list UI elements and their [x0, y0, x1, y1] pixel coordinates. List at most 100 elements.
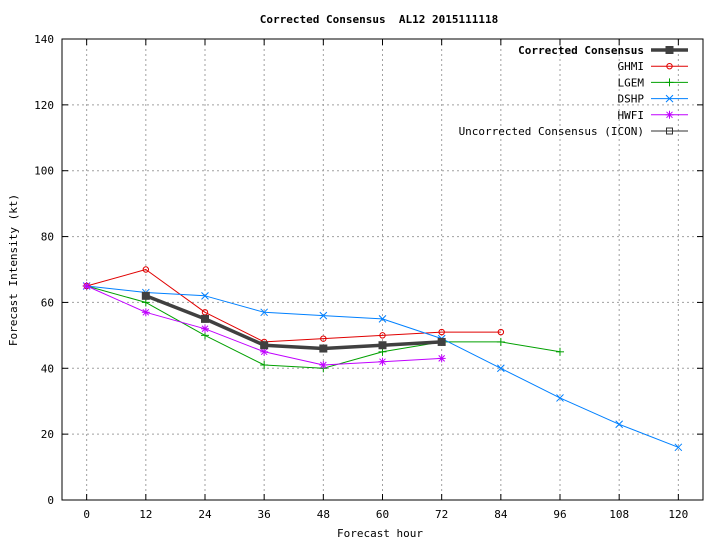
x-tick-label: 60 [376, 508, 389, 521]
x-tick-label: 36 [258, 508, 271, 521]
data-point [141, 291, 150, 300]
series-ghmi [83, 266, 505, 346]
data-point [260, 308, 269, 317]
data-point [378, 315, 387, 323]
series-corrected-consensus [141, 291, 446, 353]
y-tick-label: 100 [34, 165, 54, 178]
star-marker-b [379, 358, 386, 366]
y-tick-label: 120 [34, 99, 54, 112]
x-marker-b [615, 420, 624, 429]
series-hwfi [82, 281, 446, 369]
y-tick-label: 20 [41, 428, 54, 441]
data-point [200, 324, 209, 333]
y-tick-label: 40 [41, 362, 54, 375]
series-line [86, 269, 501, 343]
data-point [437, 337, 446, 346]
y-axis-label: Forecast Intensity (kt) [7, 194, 20, 346]
x-tick-label: 120 [668, 508, 688, 521]
data-point [615, 420, 624, 429]
x-marker-b [378, 315, 387, 323]
x-tick-label: 48 [317, 508, 330, 521]
star-marker-b [201, 325, 209, 333]
data-point [141, 308, 150, 317]
series-line [145, 294, 442, 351]
data-point [260, 341, 269, 350]
filled-square-marker [319, 344, 328, 353]
circle-marker [379, 332, 386, 339]
data-point [320, 335, 327, 342]
legend-label: HWFI [618, 109, 645, 122]
circle-marker [666, 62, 673, 70]
data-point [319, 360, 328, 369]
data-point [496, 364, 505, 373]
data-point [665, 94, 674, 103]
circle-marker [142, 266, 150, 273]
x-tick-label: 24 [198, 508, 212, 521]
axis-ticks: 0 12 24 36 48 60 72 84 96 108 120 0 20 40 60 80 100 120 14… [34, 33, 703, 521]
filled-square-marker [437, 337, 446, 346]
star-marker-b [319, 361, 327, 369]
series-dshp [82, 282, 683, 452]
data-point [378, 341, 387, 350]
x-marker-b [674, 443, 683, 452]
series-layer [82, 266, 683, 452]
x-marker-b [496, 364, 505, 373]
x-tick-label: 108 [609, 508, 629, 521]
data-point [378, 357, 387, 366]
circle-marker [438, 328, 445, 336]
circle-marker [497, 328, 505, 336]
data-point [200, 314, 209, 323]
x-marker-b [319, 311, 328, 320]
legend-item: GHMI [618, 60, 688, 73]
x-tick-label: 72 [435, 508, 448, 521]
filled-square-marker [141, 291, 150, 300]
data-point [437, 354, 446, 363]
star-marker-b [142, 308, 150, 316]
data-point [319, 311, 328, 320]
x-tick-label: 84 [494, 508, 508, 521]
data-point [82, 281, 91, 290]
y-tick-label: 80 [41, 231, 54, 244]
star-marker-b [260, 348, 268, 356]
legend-item: DSHP [618, 93, 688, 106]
data-point [319, 344, 328, 353]
x-marker-b [665, 94, 674, 103]
legend-label: GHMI [618, 60, 645, 73]
data-point [201, 291, 209, 300]
star-marker-b [83, 282, 91, 290]
data-point [665, 78, 674, 87]
legend-item: HWFI [618, 109, 688, 122]
legend-label: DSHP [618, 93, 645, 106]
data-point [674, 443, 683, 452]
data-point [496, 337, 505, 346]
data-point [665, 110, 674, 119]
legend-item: Corrected Consensus [518, 44, 688, 57]
legend: Corrected Consensus GHMI LGEM DSHP HWFI Uncor… [459, 44, 688, 138]
x-tick-label: 0 [83, 508, 90, 521]
circle-marker [320, 335, 327, 342]
filled-square-marker [200, 314, 209, 323]
data-point [666, 127, 673, 135]
star-marker-b [438, 355, 446, 362]
filled-square-marker [260, 341, 269, 350]
star-marker-b [666, 111, 673, 119]
x-marker-b [260, 308, 269, 317]
filled-square-marker [665, 46, 674, 54]
chart-title: Corrected Consensus AL12 2015111118 [260, 13, 498, 26]
data-point [438, 328, 445, 336]
x-marker-b [556, 394, 564, 402]
data-point [260, 360, 269, 369]
y-tick-label: 0 [47, 494, 54, 507]
legend-item: LGEM [618, 76, 688, 89]
filled-square-marker [378, 341, 387, 350]
data-point [379, 332, 386, 339]
y-tick-label: 140 [34, 33, 54, 46]
data-point [556, 347, 565, 356]
data-point [665, 46, 674, 54]
legend-label: Uncorrected Consensus (ICON) [459, 125, 644, 138]
x-axis-label: Forecast hour [337, 527, 423, 540]
x-marker-b [201, 291, 209, 300]
x-tick-label: 96 [553, 508, 566, 521]
